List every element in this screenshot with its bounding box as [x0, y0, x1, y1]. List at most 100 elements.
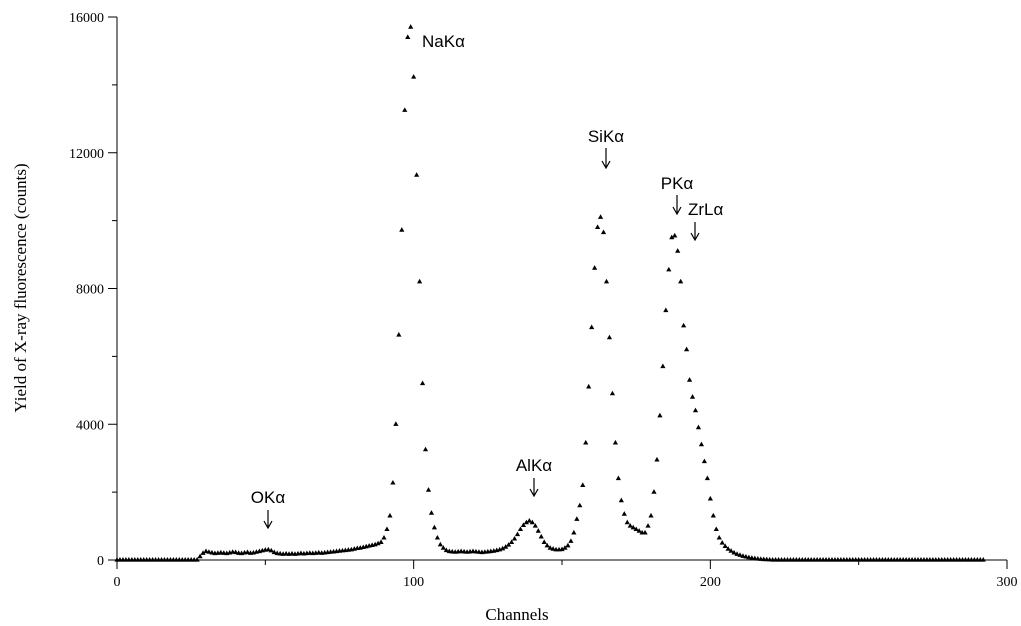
marker [197, 553, 203, 559]
marker [503, 544, 509, 549]
marker [381, 534, 387, 540]
marker [734, 551, 740, 556]
marker [535, 528, 541, 533]
marker [265, 546, 271, 552]
marker [618, 497, 624, 503]
marker [417, 278, 423, 284]
marker [589, 324, 595, 330]
marker [520, 522, 527, 527]
marker [681, 322, 687, 328]
marker [419, 380, 426, 386]
marker [526, 517, 532, 523]
x-tick-label: 200 [700, 575, 721, 590]
marker [414, 172, 420, 177]
marker [695, 424, 702, 430]
marker [500, 545, 506, 551]
arrow [529, 478, 539, 498]
marker [586, 383, 592, 389]
marker [580, 482, 586, 487]
marker [606, 334, 613, 340]
marker [642, 529, 648, 535]
marker [630, 524, 636, 530]
x-tick-label: 100 [403, 575, 424, 590]
marker [574, 516, 580, 521]
marker [244, 549, 251, 555]
marker [707, 495, 713, 501]
marker [657, 412, 663, 418]
marker [384, 526, 390, 532]
marker [689, 394, 696, 399]
marker [402, 107, 408, 112]
marker [387, 512, 393, 518]
annotation-arrows [263, 148, 700, 530]
marker [506, 542, 512, 547]
x-axis-label: Channels [485, 605, 548, 624]
y-tick-label: 16000 [69, 11, 104, 26]
marker [651, 489, 657, 494]
marker [716, 534, 722, 540]
marker [672, 232, 678, 238]
marker [206, 549, 212, 554]
marker [194, 557, 200, 562]
marker [541, 539, 547, 544]
marker [609, 390, 616, 396]
marker [209, 549, 215, 555]
marker [746, 554, 752, 560]
marker [422, 446, 429, 452]
marker [663, 307, 669, 313]
marker [722, 543, 728, 549]
marker [645, 523, 651, 528]
marker [390, 479, 396, 485]
marker [725, 546, 731, 551]
peak-annotation: ZrLα [688, 200, 724, 219]
marker [538, 533, 544, 539]
marker [615, 475, 621, 481]
marker [268, 547, 274, 553]
marker [597, 214, 604, 219]
arrow [690, 222, 700, 242]
marker [675, 248, 681, 253]
peak-annotation: OKα [251, 488, 286, 507]
marker [624, 519, 630, 525]
marker [603, 278, 610, 284]
arrow [263, 510, 273, 530]
marker [678, 278, 684, 284]
arrow [601, 148, 611, 170]
marker [636, 528, 642, 533]
marker [550, 546, 556, 551]
marker [517, 526, 524, 532]
marker [544, 542, 550, 548]
marker [710, 512, 716, 518]
y-tick-label: 4000 [76, 418, 104, 433]
y-tick-label: 0 [97, 554, 104, 569]
marker [692, 407, 699, 413]
marker [443, 547, 449, 553]
marker [592, 265, 598, 270]
marker [701, 458, 707, 464]
marker [719, 540, 725, 545]
marker [684, 346, 690, 352]
peak-annotation: AlKα [516, 456, 552, 475]
y-tick-label: 8000 [76, 283, 104, 298]
marker [740, 553, 746, 558]
marker [203, 548, 209, 554]
marker [440, 545, 446, 550]
marker [565, 542, 571, 548]
marker [562, 545, 568, 550]
marker [666, 266, 672, 272]
marker [233, 549, 239, 555]
marker [980, 557, 986, 562]
marker [508, 539, 515, 544]
marker [200, 550, 206, 555]
marker [529, 519, 535, 525]
marker [595, 224, 601, 230]
marker [686, 377, 693, 382]
marker [731, 549, 737, 555]
marker [411, 74, 417, 79]
marker [621, 511, 627, 516]
marker [428, 510, 435, 515]
marker [728, 548, 734, 553]
y-tick-label: 12000 [69, 147, 104, 162]
peak-annotation: SiKα [588, 127, 624, 146]
